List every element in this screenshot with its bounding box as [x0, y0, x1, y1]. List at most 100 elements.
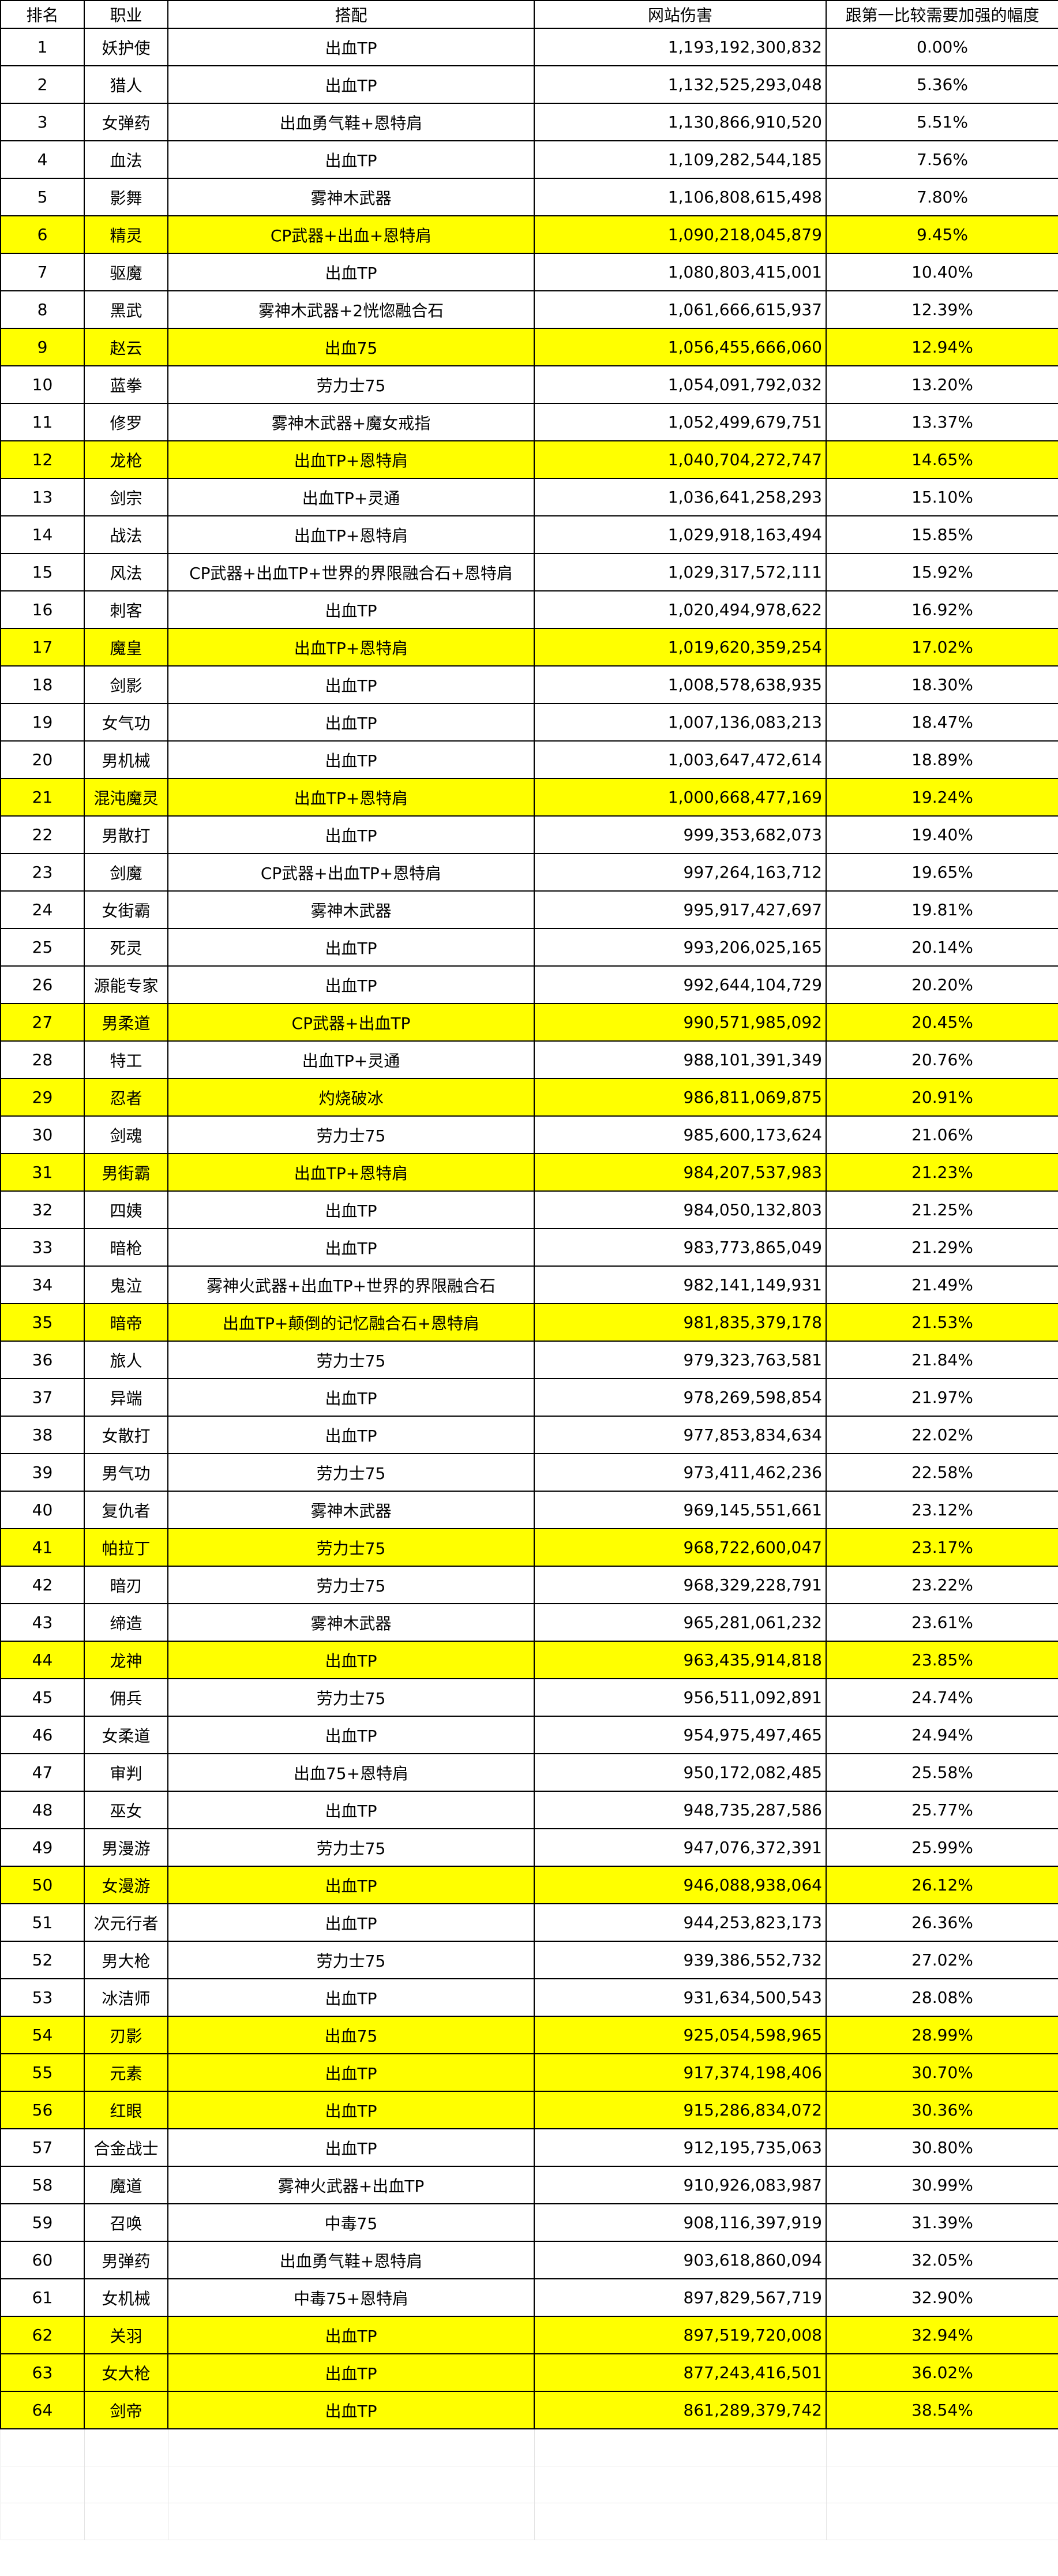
- build-cell[interactable]: 灼烧破冰: [167, 1078, 535, 1117]
- damage-cell[interactable]: 931,634,500,543: [534, 1978, 827, 2017]
- rank-cell[interactable]: 47: [0, 1753, 85, 1792]
- gap-cell[interactable]: 21.23%: [826, 1153, 1058, 1192]
- damage-cell[interactable]: 1,008,578,638,935: [534, 665, 827, 704]
- gap-cell[interactable]: 20.91%: [826, 1078, 1058, 1117]
- job-cell[interactable]: 蓝拳: [84, 365, 168, 404]
- job-cell[interactable]: 暗刃: [84, 1566, 168, 1604]
- gap-cell[interactable]: 9.45%: [826, 215, 1058, 254]
- gap-cell[interactable]: 36.02%: [826, 2353, 1058, 2392]
- rank-cell[interactable]: 14: [0, 515, 85, 554]
- damage-cell[interactable]: 939,386,552,732: [534, 1941, 827, 1979]
- build-cell[interactable]: 雾神木武器: [167, 178, 535, 216]
- build-cell[interactable]: 雾神木武器: [167, 1491, 535, 1529]
- build-cell[interactable]: 出血TP: [167, 2091, 535, 2129]
- build-cell[interactable]: 出血TP: [167, 140, 535, 179]
- job-cell[interactable]: 男气功: [84, 1453, 168, 1492]
- gap-cell[interactable]: 23.12%: [826, 1491, 1058, 1529]
- header-job[interactable]: 职业: [84, 0, 168, 29]
- gap-cell[interactable]: 16.92%: [826, 590, 1058, 629]
- job-cell[interactable]: 鬼泣: [84, 1265, 168, 1304]
- job-cell[interactable]: 精灵: [84, 215, 168, 254]
- damage-cell[interactable]: 988,101,391,349: [534, 1040, 827, 1079]
- build-cell[interactable]: 出血TP: [167, 1866, 535, 1904]
- gap-cell[interactable]: 5.51%: [826, 103, 1058, 141]
- damage-cell[interactable]: 981,835,379,178: [534, 1303, 827, 1342]
- gap-cell[interactable]: 27.02%: [826, 1941, 1058, 1979]
- build-cell[interactable]: 出血TP+恩特肩: [167, 515, 535, 554]
- empty-cell[interactable]: [84, 2428, 168, 2466]
- gap-cell[interactable]: 23.17%: [826, 1528, 1058, 1567]
- build-cell[interactable]: 出血TP: [167, 965, 535, 1004]
- build-cell[interactable]: 出血TP: [167, 2391, 535, 2429]
- damage-cell[interactable]: 1,029,918,163,494: [534, 515, 827, 554]
- rank-cell[interactable]: 41: [0, 1528, 85, 1567]
- job-cell[interactable]: 异端: [84, 1378, 168, 1417]
- damage-cell[interactable]: 925,054,598,965: [534, 2016, 827, 2054]
- job-cell[interactable]: 忍者: [84, 1078, 168, 1117]
- empty-cell[interactable]: [534, 2503, 827, 2540]
- build-cell[interactable]: 劳力士75: [167, 1341, 535, 1379]
- build-cell[interactable]: 出血TP: [167, 740, 535, 779]
- empty-cell[interactable]: [534, 2428, 827, 2466]
- build-cell[interactable]: 雾神火武器+出血TP+世界的界限融合石: [167, 1265, 535, 1304]
- damage-cell[interactable]: 1,000,668,477,169: [534, 778, 827, 817]
- build-cell[interactable]: 出血TP+颠倒的记忆融合石+恩特肩: [167, 1303, 535, 1342]
- job-cell[interactable]: 红眼: [84, 2091, 168, 2129]
- header-damage[interactable]: 网站伤害: [534, 0, 827, 29]
- gap-cell[interactable]: 25.58%: [826, 1753, 1058, 1792]
- rank-cell[interactable]: 7: [0, 253, 85, 291]
- job-cell[interactable]: 女大枪: [84, 2353, 168, 2392]
- build-cell[interactable]: 劳力士75: [167, 1941, 535, 1979]
- damage-cell[interactable]: 1,080,803,415,001: [534, 253, 827, 291]
- rank-cell[interactable]: 53: [0, 1978, 85, 2017]
- gap-cell[interactable]: 15.85%: [826, 515, 1058, 554]
- rank-cell[interactable]: 40: [0, 1491, 85, 1529]
- rank-cell[interactable]: 2: [0, 65, 85, 104]
- build-cell[interactable]: 中毒75: [167, 2203, 535, 2242]
- rank-cell[interactable]: 43: [0, 1603, 85, 1642]
- damage-cell[interactable]: 978,269,598,854: [534, 1378, 827, 1417]
- gap-cell[interactable]: 18.47%: [826, 703, 1058, 742]
- build-cell[interactable]: 出血TP: [167, 1641, 535, 1679]
- damage-cell[interactable]: 950,172,082,485: [534, 1753, 827, 1792]
- build-cell[interactable]: 出血TP: [167, 2316, 535, 2354]
- empty-cell[interactable]: [84, 2503, 168, 2540]
- job-cell[interactable]: 剑影: [84, 665, 168, 704]
- job-cell[interactable]: 赵云: [84, 328, 168, 366]
- gap-cell[interactable]: 30.70%: [826, 2053, 1058, 2092]
- build-cell[interactable]: 出血TP: [167, 1416, 535, 1454]
- build-cell[interactable]: 出血75: [167, 328, 535, 366]
- job-cell[interactable]: 合金战士: [84, 2128, 168, 2167]
- damage-cell[interactable]: 985,600,173,624: [534, 1115, 827, 1154]
- damage-cell[interactable]: 903,618,860,094: [534, 2241, 827, 2279]
- rank-cell[interactable]: 52: [0, 1941, 85, 1979]
- rank-cell[interactable]: 64: [0, 2391, 85, 2429]
- gap-cell[interactable]: 14.65%: [826, 440, 1058, 479]
- job-cell[interactable]: 女漫游: [84, 1866, 168, 1904]
- job-cell[interactable]: 复仇者: [84, 1491, 168, 1529]
- gap-cell[interactable]: 21.97%: [826, 1378, 1058, 1417]
- job-cell[interactable]: 暗枪: [84, 1228, 168, 1267]
- rank-cell[interactable]: 54: [0, 2016, 85, 2054]
- build-cell[interactable]: 出血TP: [167, 1978, 535, 2017]
- gap-cell[interactable]: 25.77%: [826, 1791, 1058, 1829]
- gap-cell[interactable]: 20.20%: [826, 965, 1058, 1004]
- build-cell[interactable]: 出血TP: [167, 253, 535, 291]
- rank-cell[interactable]: 63: [0, 2353, 85, 2392]
- damage-cell[interactable]: 1,106,808,615,498: [534, 178, 827, 216]
- empty-cell[interactable]: [167, 2466, 535, 2503]
- gap-cell[interactable]: 15.10%: [826, 478, 1058, 516]
- gap-cell[interactable]: 19.40%: [826, 815, 1058, 854]
- build-cell[interactable]: 出血TP: [167, 815, 535, 854]
- build-cell[interactable]: 出血TP: [167, 665, 535, 704]
- gap-cell[interactable]: 28.08%: [826, 1978, 1058, 2017]
- rank-cell[interactable]: 22: [0, 815, 85, 854]
- build-cell[interactable]: 出血勇气鞋+恩特肩: [167, 2241, 535, 2279]
- damage-cell[interactable]: 982,141,149,931: [534, 1265, 827, 1304]
- build-cell[interactable]: 雾神木武器+魔女戒指: [167, 403, 535, 441]
- job-cell[interactable]: 巫女: [84, 1791, 168, 1829]
- rank-cell[interactable]: 11: [0, 403, 85, 441]
- gap-cell[interactable]: 32.05%: [826, 2241, 1058, 2279]
- rank-cell[interactable]: 33: [0, 1228, 85, 1267]
- build-cell[interactable]: 劳力士75: [167, 1115, 535, 1154]
